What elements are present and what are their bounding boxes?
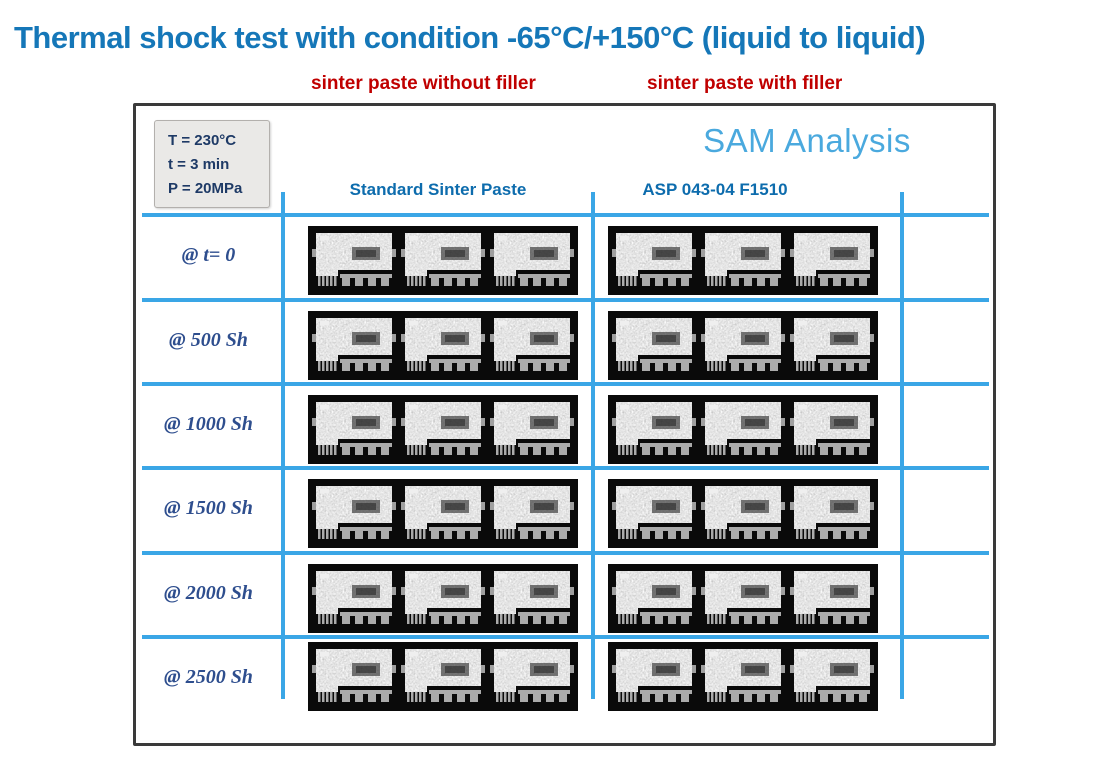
row-label-2000: @ 2000 Sh <box>164 582 253 604</box>
sam-die-image <box>401 646 485 707</box>
sam-die-image <box>490 568 574 629</box>
sam-cell-r4-standard <box>308 479 578 548</box>
grid-vline-3 <box>900 192 904 699</box>
process-conditions-box: T = 230°C t = 3 min P = 20MPa <box>154 120 270 208</box>
sam-analysis-label: SAM Analysis <box>703 122 911 159</box>
grid-hline-2 <box>142 298 989 302</box>
row-label-2500: @ 2500 Sh <box>164 666 253 688</box>
sam-die-image <box>612 315 696 376</box>
grid-hline-1 <box>142 213 989 217</box>
sam-die-image <box>790 483 874 544</box>
sam-die-image <box>701 568 785 629</box>
sam-die-image <box>612 230 696 291</box>
sam-analysis-panel: T = 230°C t = 3 min P = 20MPa SAM Analys… <box>133 103 996 746</box>
sam-die-image <box>612 399 696 460</box>
sam-cell-r2-asp <box>608 311 878 380</box>
grid-hline-4 <box>142 466 989 470</box>
sam-die-image <box>612 646 696 707</box>
sam-cell-r6-asp <box>608 642 878 711</box>
grid-vline-1 <box>281 192 285 699</box>
condition-temperature: T = 230°C <box>168 132 237 149</box>
sam-die-image <box>312 483 396 544</box>
sam-die-image <box>701 646 785 707</box>
sam-cell-r5-standard <box>308 564 578 633</box>
sam-die-image <box>701 230 785 291</box>
sam-die-image <box>790 568 874 629</box>
sam-die-image <box>490 483 574 544</box>
sam-cell-r6-standard <box>308 642 578 711</box>
sam-die-image <box>701 399 785 460</box>
sam-cell-r5-asp <box>608 564 878 633</box>
sam-die-image <box>312 399 396 460</box>
sam-die-image <box>490 315 574 376</box>
subtitle-without-filler: sinter paste without filler <box>311 73 536 94</box>
column-header-standard-sinter-paste: Standard Sinter Paste <box>349 180 527 199</box>
grid-hline-5 <box>142 551 989 555</box>
sam-die-image <box>401 483 485 544</box>
sam-die-image <box>312 568 396 629</box>
sam-die-image <box>401 230 485 291</box>
sam-die-image <box>790 230 874 291</box>
condition-time: t = 3 min <box>168 156 230 173</box>
sam-die-image <box>490 646 574 707</box>
row-label-500: @ 500 Sh <box>169 329 248 351</box>
sam-die-image <box>612 568 696 629</box>
sam-cell-r2-standard <box>308 311 578 380</box>
grid-hline-6 <box>142 635 989 639</box>
sam-die-image <box>701 483 785 544</box>
sam-die-image <box>312 646 396 707</box>
row-label-t0: @ t= 0 <box>181 244 236 266</box>
sam-die-image <box>612 483 696 544</box>
sam-die-image <box>312 315 396 376</box>
sam-cell-r3-standard <box>308 395 578 464</box>
sam-cell-r3-asp <box>608 395 878 464</box>
sam-die-image <box>790 399 874 460</box>
subtitle-with-filler: sinter paste with filler <box>647 73 843 94</box>
column-header-asp-043-04-f1510: ASP 043-04 F1510 <box>642 180 788 199</box>
sam-die-image <box>490 230 574 291</box>
sam-die-image <box>701 315 785 376</box>
sam-die-image <box>401 399 485 460</box>
sam-die-image <box>401 568 485 629</box>
row-label-1500: @ 1500 Sh <box>164 497 253 519</box>
sam-die-image <box>312 230 396 291</box>
row-label-1000: @ 1000 Sh <box>164 413 253 435</box>
sam-die-image <box>490 399 574 460</box>
sam-die-image <box>401 315 485 376</box>
sam-cell-r1-standard <box>308 226 578 295</box>
grid-vline-2 <box>591 192 595 699</box>
condition-pressure: P = 20MPa <box>168 180 243 197</box>
sam-die-image <box>790 315 874 376</box>
sam-cell-r1-asp <box>608 226 878 295</box>
sam-die-image <box>790 646 874 707</box>
grid-hline-3 <box>142 382 989 386</box>
page-title: Thermal shock test with condition -65°C/… <box>14 20 926 55</box>
sam-cell-r4-asp <box>608 479 878 548</box>
